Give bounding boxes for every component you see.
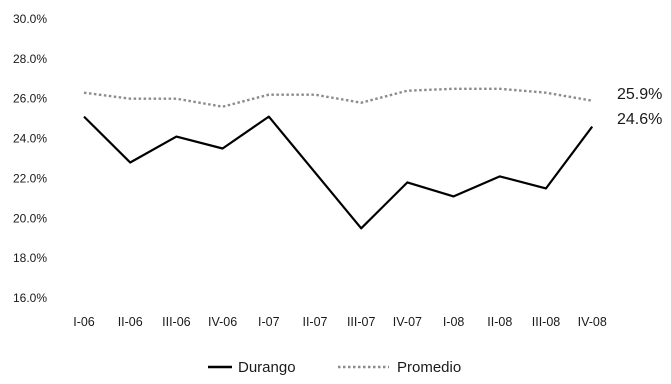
x-tick-label: IV-06 bbox=[208, 315, 237, 329]
x-tick-label: IV-07 bbox=[393, 315, 422, 329]
x-axis: I-06 II-06 III-06 IV-06 I-07 II-07 III-07 IV-07… bbox=[73, 315, 607, 329]
end-labels: 24.6% 25.9% bbox=[617, 86, 662, 128]
x-tick-label: I-07 bbox=[258, 315, 280, 329]
y-axis: 16.0% 18.0% 20.0% 22.0% 24.0% 26.0% 28.0% 30.0% bbox=[13, 12, 47, 305]
x-tick-label: III-06 bbox=[162, 315, 191, 329]
y-tick-label: 16.0% bbox=[13, 291, 47, 305]
end-label-durango: 24.6% bbox=[617, 111, 662, 128]
end-label-promedio: 25.9% bbox=[617, 86, 662, 103]
series-line-durango bbox=[83, 115, 594, 230]
x-tick-label: IV-08 bbox=[578, 315, 607, 329]
x-tick-label: II-08 bbox=[487, 315, 512, 329]
y-tick-label: 26.0% bbox=[13, 92, 47, 106]
x-tick-label: I-06 bbox=[73, 315, 95, 329]
y-tick-label: 28.0% bbox=[13, 52, 47, 66]
legend-label-durango: Durango bbox=[238, 359, 296, 376]
series-line-promedio bbox=[83, 87, 593, 108]
y-tick-label: 24.0% bbox=[13, 132, 47, 146]
x-tick-label: I-08 bbox=[443, 315, 465, 329]
x-tick-label: III-08 bbox=[532, 315, 561, 329]
y-tick-label: 30.0% bbox=[13, 12, 47, 26]
y-tick-label: 22.0% bbox=[13, 171, 47, 185]
y-tick-label: 18.0% bbox=[13, 251, 47, 265]
legend-label-promedio: Promedio bbox=[397, 359, 461, 376]
x-tick-label: II-06 bbox=[118, 315, 143, 329]
y-tick-label: 20.0% bbox=[13, 211, 47, 225]
series-layer bbox=[83, 87, 594, 230]
x-tick-label: III-07 bbox=[347, 315, 376, 329]
x-tick-label: II-07 bbox=[302, 315, 327, 329]
legend: Durango Promedio bbox=[208, 359, 461, 376]
